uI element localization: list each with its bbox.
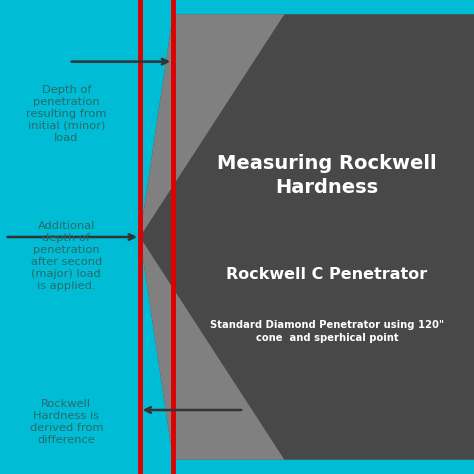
Text: Standard Diamond Penetrator using 120"
cone  and sperhical point: Standard Diamond Penetrator using 120" c… [210, 320, 444, 343]
Polygon shape [140, 237, 284, 460]
Polygon shape [140, 14, 474, 460]
Text: Additional
depth of
penetration
after second
(major) load
is applied.: Additional depth of penetration after se… [31, 221, 102, 291]
Text: Rockwell C Penetrator: Rockwell C Penetrator [227, 267, 428, 283]
Polygon shape [140, 14, 284, 237]
Text: Measuring Rockwell
Hardness: Measuring Rockwell Hardness [217, 154, 437, 197]
Text: Depth of
penetration
resulting from
initial (minor)
load: Depth of penetration resulting from init… [26, 85, 107, 143]
Text: Rockwell
Hardness is
derived from
difference: Rockwell Hardness is derived from differ… [29, 399, 103, 445]
